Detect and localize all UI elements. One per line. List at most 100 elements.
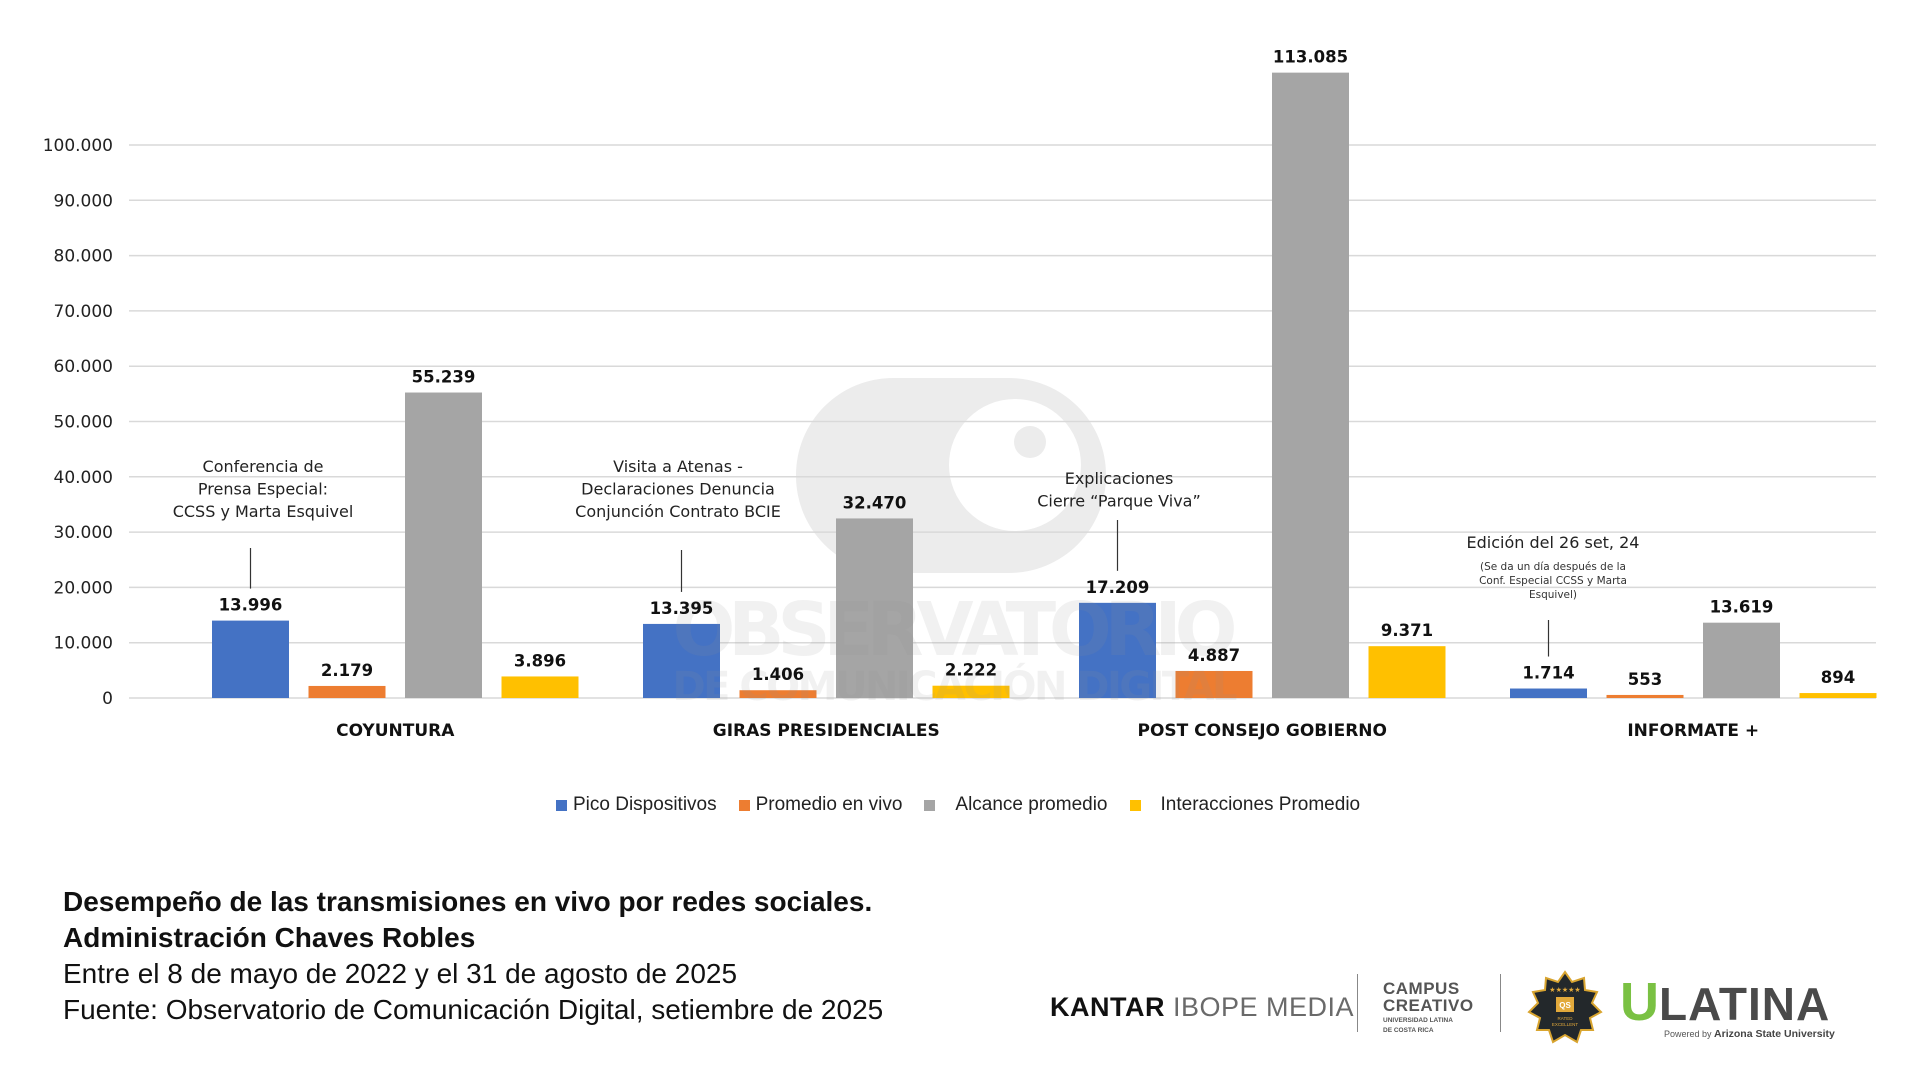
ulatina-logo: ULATINA Powered by Arizona State Univers…: [1620, 975, 1835, 1040]
watermark-eye-icon: [949, 399, 1081, 531]
campus-sub1: UNIVERSIDAD LATINA: [1383, 1017, 1453, 1024]
data-label: 1.406: [752, 665, 804, 684]
annotation-text: Conferencia de: [203, 457, 324, 476]
annotation-note: (Se da un día después de la: [1480, 561, 1626, 573]
ibope-media-text: IBOPE MEDIA: [1173, 992, 1355, 1022]
badge-qs-text: QS: [1559, 1001, 1571, 1010]
badge-rated: RATED: [1558, 1016, 1574, 1021]
data-label: 2.179: [321, 661, 373, 680]
data-label: 1.714: [1522, 664, 1574, 683]
y-tick-label: 30.000: [54, 523, 113, 543]
annotation-text: Conjunción Contrato BCIE: [575, 502, 781, 521]
bar: [932, 685, 1010, 698]
ulatina-text: LATINA: [1659, 978, 1831, 1030]
annotation-text: CCSS y Marta Esquivel: [173, 502, 354, 521]
bar: [1510, 688, 1587, 698]
qs-rated-badge-icon: ★★★★★ QS RATED EXCELLENT: [1527, 970, 1603, 1044]
legend-swatch: [924, 799, 936, 811]
bar: [1703, 622, 1780, 698]
legend-label: Pico Dispositivos: [573, 794, 717, 815]
data-label: 55.239: [412, 368, 476, 387]
powered-by-text: Powered by: [1664, 1029, 1712, 1039]
annotation-text: Cierre “Parque Viva”: [1037, 492, 1201, 511]
data-label: 553: [1628, 670, 1662, 689]
data-label: 32.470: [843, 493, 907, 512]
annotation-text: Visita a Atenas -: [613, 457, 743, 476]
data-label: 13.619: [1710, 598, 1774, 617]
y-tick-label: 50.000: [54, 413, 113, 433]
y-tick-label: 60.000: [54, 357, 113, 377]
data-label: 13.395: [650, 599, 714, 618]
caption-source: Fuente: Observatorio de Comunicación Dig…: [63, 994, 884, 1025]
campus-text: CAMPUS: [1383, 979, 1460, 998]
bar: [1272, 72, 1349, 698]
legend-item-interacciones: Interacciones Promedio: [1129, 794, 1361, 816]
logo-divider: [1500, 974, 1501, 1032]
annotation-text: Edición del 26 set, 24: [1467, 533, 1640, 552]
watermark-pupil: [1014, 426, 1046, 458]
y-tick-label: 0: [102, 689, 113, 709]
y-axis: 0 10.000 20.000 30.000 40.000 50.000 60.000 70.…: [43, 136, 113, 709]
campus-sub2: DE COSTA RICA: [1383, 1027, 1434, 1034]
kantar-ibope-logo: KANTAR IBOPE MEDIA: [1050, 992, 1354, 1023]
legend-swatch: [738, 799, 750, 811]
kantar-text: KANTAR: [1050, 992, 1165, 1022]
legend: Pico Dispositivos Promedio en vivo Alcan…: [556, 794, 1360, 816]
bar: [836, 518, 913, 698]
data-label: 3.896: [514, 651, 566, 670]
badge-excellent: EXCELLENT: [1552, 1022, 1579, 1027]
y-tick-label: 70.000: [54, 302, 113, 322]
y-tick-label: 20.000: [54, 578, 113, 598]
data-labels: 13.996 13.395 17.209 1.714 2.179 1.406 4.887 55…: [219, 48, 1856, 689]
creativo-text: CREATIVO: [1383, 996, 1474, 1015]
bar: [1175, 670, 1253, 698]
bar: [308, 685, 386, 698]
bars: [212, 72, 1877, 698]
legend-item-promedio: Promedio en vivo: [738, 794, 903, 816]
annotation-text: Explicaciones: [1065, 469, 1174, 488]
bar: [643, 623, 720, 698]
watermark-subtitle: DE COMUNICACIÓN DIGITAL: [673, 662, 1238, 710]
asu-text: Arizona State University: [1714, 1028, 1835, 1040]
bar: [212, 620, 289, 698]
campus-creativo-logo: CAMPUS CREATIVO UNIVERSIDAD LATINA DE CO…: [1383, 980, 1474, 1034]
caption-title: Desempeño de las transmisiones en vivo p…: [63, 886, 873, 917]
ulatina-u: U: [1620, 972, 1659, 1032]
caption-subtitle: Administración Chaves Robles: [63, 922, 476, 953]
bar: [405, 392, 482, 698]
badge-stars: ★★★★★: [1549, 986, 1580, 994]
annotation-text: Prensa Especial:: [198, 480, 328, 499]
bar: [501, 676, 579, 698]
data-label: 894: [1821, 668, 1855, 687]
category-label: POST CONSEJO GOBIERNO: [1138, 721, 1387, 741]
y-tick-label: 80.000: [54, 247, 113, 267]
legend-label: Alcance promedio: [955, 794, 1108, 815]
data-label: 4.887: [1188, 646, 1240, 665]
legend-item-pico: Pico Dispositivos: [556, 794, 717, 816]
legend-swatch: [1129, 799, 1141, 811]
annotation-note: Esquivel): [1529, 589, 1577, 601]
legend-label: Interacciones Promedio: [1160, 794, 1361, 815]
legend-label: Promedio en vivo: [755, 794, 903, 815]
category-label: COYUNTURA: [336, 721, 455, 741]
bar: [1799, 693, 1877, 698]
annotation-note: Conf. Especial CCSS y Marta: [1479, 575, 1627, 587]
logo-divider: [1357, 974, 1358, 1032]
legend-item-alcance: Alcance promedio: [924, 794, 1108, 816]
watermark-title: OBSERVATORIO: [673, 587, 1238, 673]
y-tick-label: 90.000: [54, 191, 113, 211]
data-label: 17.209: [1086, 578, 1150, 597]
caption-date-range: Entre el 8 de mayo de 2022 y el 31 de ag…: [63, 958, 738, 989]
annotations: Conferencia de Prensa Especial: CCSS y Mar…: [173, 457, 1640, 657]
y-tick-label: 100.000: [43, 136, 113, 156]
y-tick-label: 40.000: [54, 468, 113, 488]
bar: [1368, 646, 1446, 698]
annotation-text: Declaraciones Denuncia: [581, 480, 775, 499]
y-tick-label: 10.000: [54, 634, 113, 654]
bar: [1079, 602, 1156, 698]
bar: [739, 690, 817, 698]
data-label: 13.996: [219, 596, 283, 615]
category-label: INFORMATE +: [1627, 721, 1759, 741]
x-axis-categories: COYUNTURA GIRAS PRESIDENCIALES POST CONSEJ…: [336, 721, 1759, 741]
